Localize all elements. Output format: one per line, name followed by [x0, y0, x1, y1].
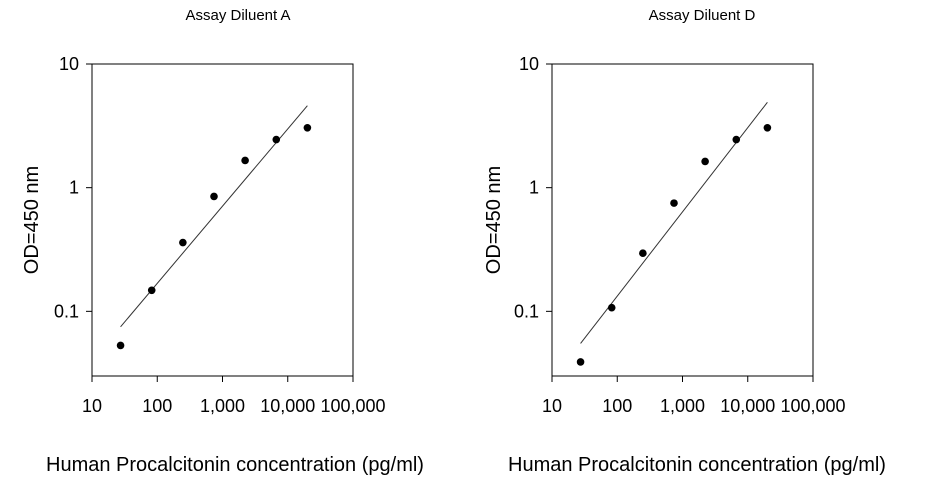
- chart-title: Assay Diluent D: [649, 7, 756, 24]
- x-axis-label: Human Procalcitonin concentration (pg/ml…: [508, 454, 886, 476]
- data-point: [241, 156, 249, 165]
- y-tick-label: 1: [529, 178, 539, 198]
- data-point: [763, 123, 772, 132]
- data-point: [116, 341, 125, 350]
- data-point: [639, 249, 647, 258]
- y-tick-label: 0.1: [514, 301, 539, 321]
- x-tick-label: 100: [602, 396, 632, 416]
- data-point: [701, 157, 709, 166]
- plot-frame: [91, 63, 354, 377]
- y-tick-label: 1: [69, 178, 79, 198]
- data-point: [179, 238, 187, 247]
- y-tick-label: 10: [59, 54, 79, 74]
- chart-title: Assay Diluent A: [185, 7, 290, 24]
- chart-1: Assay Diluent A 10 100 1,000 10,000 100,000 0.…: [21, 7, 424, 476]
- x-tick-label: 10: [82, 396, 102, 416]
- data-point: [272, 135, 281, 144]
- data-point: [210, 192, 218, 201]
- x-tick-label: 100,000: [320, 396, 385, 416]
- data-point: [303, 123, 312, 132]
- y-axis-label: OD=450 nm: [483, 166, 505, 274]
- data-point: [607, 303, 616, 312]
- data-point: [732, 135, 741, 144]
- x-axis-label: Human Procalcitonin concentration (pg/ml…: [46, 454, 424, 476]
- x-tick-label: 10: [542, 396, 562, 416]
- x-tick-label: 10,000: [720, 396, 775, 416]
- y-tick-label: 10: [519, 54, 539, 74]
- data-point: [147, 286, 156, 295]
- x-tick-label: 100,000: [780, 396, 845, 416]
- y-axis-label: OD=450 nm: [21, 166, 43, 274]
- chart-2: Assay Diluent D 10 100 1,000 10,000 100,000 0.…: [483, 7, 886, 476]
- x-tick-label: 1,000: [660, 396, 705, 416]
- data-point: [576, 358, 585, 366]
- x-tick-label: 100: [142, 396, 172, 416]
- y-tick-label: 0.1: [54, 301, 79, 321]
- x-tick-label: 10,000: [260, 396, 315, 416]
- data-point: [670, 199, 678, 207]
- x-tick-label: 1,000: [200, 396, 245, 416]
